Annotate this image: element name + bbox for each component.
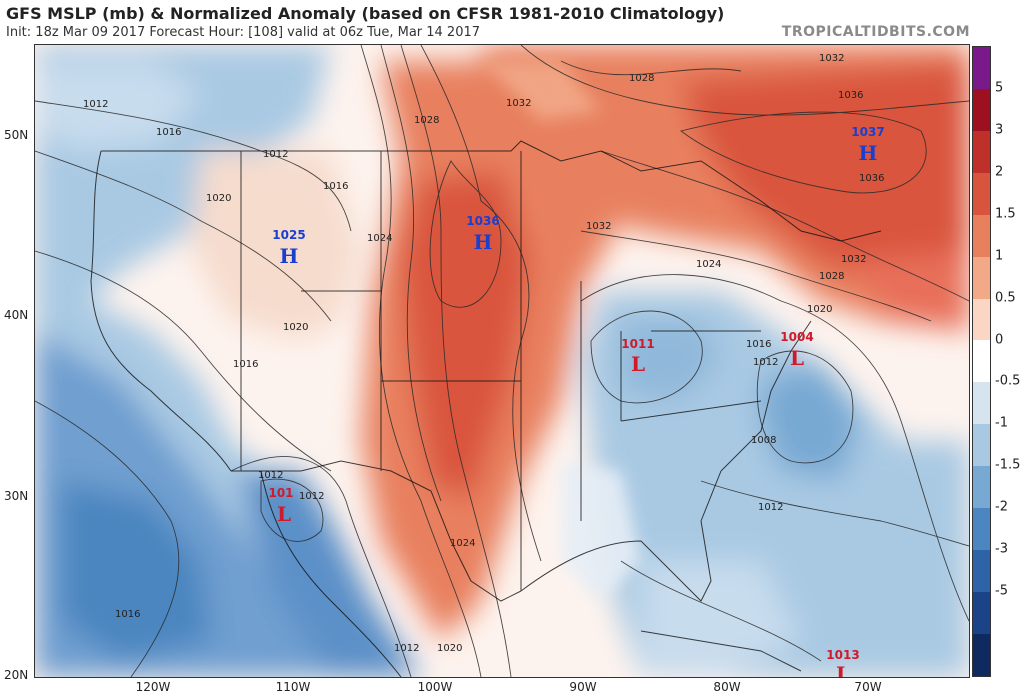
colorbar-segment: [973, 550, 990, 592]
isobar-label: 1012: [394, 643, 419, 654]
colorbar-tick-label: 3: [995, 122, 1004, 138]
high-pressure-icon: H: [474, 230, 493, 254]
isobar-label: 1036: [859, 173, 884, 184]
colorbar-segment: [973, 340, 990, 383]
isobar-label: 1032: [819, 53, 844, 64]
isobar-label: 1016: [233, 359, 258, 370]
lat-label-40n: 40N: [4, 308, 29, 322]
isobar-label: 1032: [841, 254, 866, 265]
isobar-label: 1012: [758, 502, 783, 513]
isobar-label: 1036: [838, 90, 863, 101]
isobar-label: 1020: [283, 322, 308, 333]
colorbar-segment: [973, 298, 990, 341]
isobar-label: 1016: [746, 339, 771, 350]
isobar-label: 1020: [437, 643, 462, 654]
high-center-value: 1025: [272, 228, 305, 242]
isobar-label: 1012: [263, 149, 288, 160]
colorbar-segment: [973, 591, 990, 634]
colorbar-segment: [973, 508, 990, 551]
isobar-label: 1016: [156, 127, 181, 138]
lat-label-30n: 30N: [4, 489, 29, 503]
colorbar-tick-label: -5: [995, 583, 1008, 599]
isobar-label: 1016: [323, 181, 348, 192]
map-canvas: 1012 1016 1012 1016 1020 1024 1028 1032 …: [35, 45, 969, 677]
colorbar-tick-label: -2: [995, 499, 1008, 515]
colorbar-tick-label: -1: [995, 415, 1008, 431]
low-center-value: 1011: [621, 337, 654, 351]
isobar-label: 1032: [506, 98, 531, 109]
colorbar-tick-label: -3: [995, 541, 1008, 557]
anomaly-map[interactable]: 1012 1016 1012 1016 1020 1024 1028 1032 …: [34, 44, 970, 678]
chart-title: GFS MSLP (mb) & Normalized Anomaly (base…: [6, 4, 725, 23]
colorbar-segment: [973, 130, 990, 173]
forecast-subtitle: Init: 18z Mar 09 2017 Forecast Hour: [10…: [6, 25, 481, 40]
lon-label-100w: 100W: [417, 680, 453, 694]
isobar-label: 1020: [807, 304, 832, 315]
isobar-label: 1024: [696, 259, 721, 270]
lon-label-80w: 80W: [713, 680, 741, 694]
isobar-label: 1020: [206, 193, 231, 204]
isobar-label: 1012: [753, 357, 778, 368]
colorbar-segment: [973, 214, 990, 257]
isobar-label: 1028: [414, 115, 439, 126]
lon-label-90w: 90W: [569, 680, 597, 694]
isobar-label: 1024: [450, 538, 475, 549]
colorbar-segment: [973, 172, 990, 215]
high-pressure-icon: H: [280, 244, 299, 268]
high-center-value: 1036: [466, 214, 499, 228]
isobar-label: 1016: [115, 609, 140, 620]
low-center-value: 1004: [780, 330, 813, 344]
colorbar-tick-label: -1.5: [995, 457, 1021, 473]
colorbar-tick-label: -0.5: [995, 373, 1021, 389]
colorbar-tick-label: 0: [995, 332, 1004, 348]
lon-label-110w: 110W: [275, 680, 311, 694]
low-pressure-icon: L: [277, 502, 291, 526]
lat-label-50n: 50N: [4, 128, 29, 142]
low-pressure-icon: L: [790, 346, 804, 370]
colorbar-tick-label: 0.5: [995, 290, 1016, 306]
isobar-label: 1012: [299, 491, 324, 502]
colorbar-segment: [973, 256, 990, 299]
isobar-label: 1012: [83, 99, 108, 110]
lat-label-20n: 20N: [4, 668, 29, 682]
isobar-label: 1032: [586, 221, 611, 232]
anomaly-colorbar: [972, 46, 991, 677]
low-pressure-icon: L: [631, 352, 645, 376]
isobar-label: 1012: [258, 470, 283, 481]
lon-label-120w: 120W: [135, 680, 171, 694]
colorbar-segment: [973, 424, 990, 467]
colorbar-tick-label: 1: [995, 248, 1004, 264]
low-center-value: 1013: [826, 648, 859, 662]
colorbar-segment: [973, 466, 990, 509]
lon-label-70w: 70W: [854, 680, 882, 694]
colorbar-segment: [973, 47, 990, 89]
low-pressure-icon: L: [836, 662, 850, 677]
colorbar-tick-label: 2: [995, 164, 1004, 180]
isobar-label: 1028: [819, 271, 844, 282]
isobar-label: 1024: [367, 233, 392, 244]
colorbar-tick-label: 5: [995, 80, 1004, 96]
high-center-value: 1037: [851, 125, 884, 139]
colorbar-tick-label: 1.5: [995, 206, 1016, 222]
isobar-label: 1028: [629, 73, 654, 84]
isobar-label: 1008: [751, 435, 776, 446]
colorbar-segment: [973, 633, 990, 676]
high-pressure-icon: H: [859, 141, 878, 165]
colorbar-segment: [973, 88, 990, 131]
colorbar-segment: [973, 382, 990, 425]
brand-label[interactable]: TROPICALTIDBITS.COM: [781, 24, 970, 40]
low-center-value: 101: [268, 486, 293, 500]
